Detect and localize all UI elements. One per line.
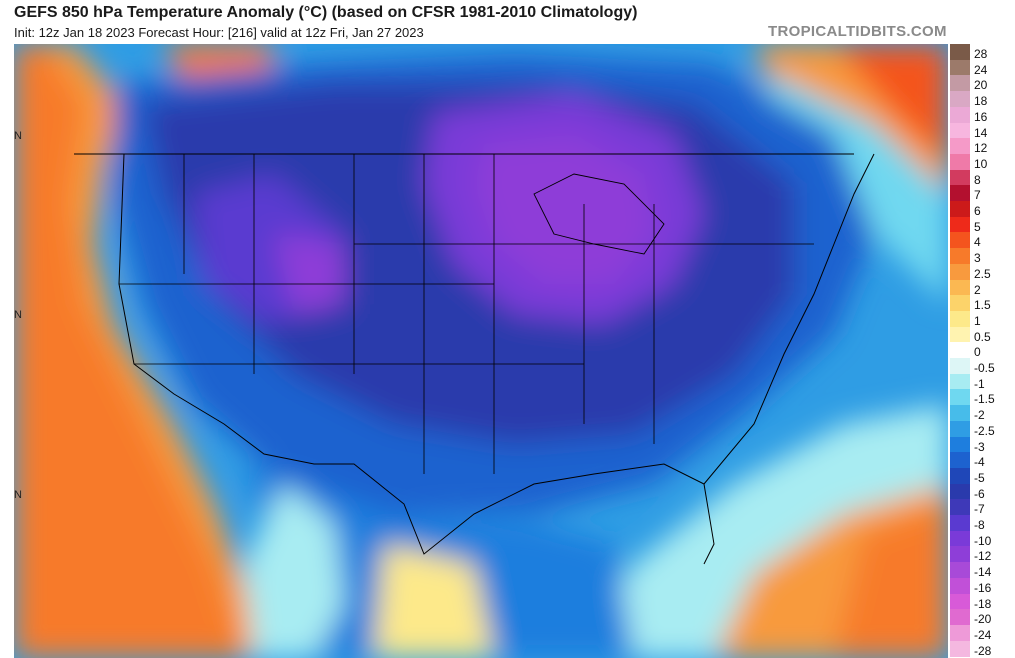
colorbar-tick-label: 28: [974, 47, 988, 61]
colorbar-segment: [950, 546, 970, 563]
colorbar-segment: [950, 248, 970, 265]
colorbar-segment: [950, 263, 970, 280]
us-outline: [118, 153, 715, 565]
colorbar-tick-label: -2: [974, 408, 985, 423]
colorbar-segment: [950, 483, 970, 500]
anomaly-map: N N N: [14, 44, 948, 658]
colorbar-tick-label: 1: [974, 313, 981, 328]
colorbar-segment: [950, 452, 970, 469]
colorbar-tick-label: -0.5: [974, 361, 995, 375]
colorbar-segment: [950, 609, 970, 626]
colorbar-tick-label: 2.5: [974, 266, 991, 281]
colorbar-tick-label: -24: [974, 627, 992, 642]
colorbar-segment: [950, 106, 970, 123]
colorbar-tick-label: 6: [974, 204, 981, 218]
colorbar-segment: [950, 624, 970, 642]
latitude-label: N: [14, 489, 22, 501]
colorbar-tick-label: 7: [974, 188, 981, 203]
map-subtitle: Init: 12z Jan 18 2023 Forecast Hour: [21…: [14, 25, 424, 40]
colorbar-tick-label: 4: [974, 235, 981, 250]
colorbar-segment: [950, 232, 970, 249]
colorbar-tick-label: -4: [974, 455, 985, 470]
colorbar-segment: [950, 436, 970, 453]
colorbar-segment: [950, 420, 970, 437]
colorbar-tick-label: -18: [974, 596, 992, 611]
colorbar-tick-label: 16: [974, 109, 988, 124]
colorbar-tick-label: 3: [974, 251, 981, 266]
colorbar-tick-label: 0.5: [974, 329, 991, 344]
east-coast: [703, 153, 875, 485]
colorbar-tick-label: 5: [974, 219, 981, 234]
colorbar-segment: [950, 279, 970, 296]
map-title: GEFS 850 hPa Temperature Anomaly (°C) (b…: [14, 4, 638, 21]
colorbar-tick-label: -10: [974, 533, 992, 548]
colorbar-segment: [950, 373, 970, 390]
colorbar-tick-label: -7: [974, 502, 985, 517]
colorbar-tick-label: 24: [974, 62, 988, 77]
colorbar-segment: [950, 138, 970, 155]
colorbar-segment: [950, 169, 970, 186]
colorbar-tick-label: 12: [974, 141, 988, 156]
colorbar-tick-label: 14: [974, 125, 988, 140]
colorbar-segment: [950, 295, 970, 312]
colorbar-tick-label: -12: [974, 549, 992, 564]
colorbar-tick-label: -14: [974, 565, 992, 580]
colorbar-tick-label: -1: [974, 376, 985, 391]
colorbar-tick-label: 1.5: [974, 298, 991, 313]
colorbar-segment: [950, 389, 970, 406]
colorbar: [950, 44, 970, 658]
colorbar-segment: [950, 593, 970, 610]
colorbar-tick-label: -6: [974, 486, 985, 501]
site-watermark: TROPICALTIDBITS.COM: [768, 23, 947, 40]
colorbar-tick-label: -8: [974, 518, 985, 532]
colorbar-tick-label: 0: [974, 345, 981, 360]
colorbar-tick-label: 8: [974, 172, 981, 187]
colorbar-tick-label: -5: [974, 470, 985, 485]
colorbar-segment: [950, 515, 970, 532]
colorbar-segment: [950, 467, 970, 485]
colorbar-tick-label: 2: [974, 282, 981, 297]
colorbar-segment: [950, 342, 970, 359]
colorbar-segment: [950, 122, 970, 139]
colorbar-segment: [950, 530, 970, 547]
colorbar-tick-label: 18: [974, 94, 988, 109]
colorbar-tick-label: -16: [974, 580, 992, 595]
colorbar-segment: [950, 91, 970, 108]
colorbar-segment: [950, 577, 970, 594]
colorbar-segment: [950, 75, 970, 92]
colorbar-tick-label: -2.5: [974, 423, 995, 438]
colorbar-tick-label: -3: [974, 439, 985, 454]
header: GEFS 850 hPa Temperature Anomaly (°C) (b…: [0, 0, 1015, 44]
colorbar-tick-label: -28: [974, 643, 992, 658]
colorbar-segment: [950, 201, 970, 218]
colorbar-segment: [950, 216, 970, 233]
colorbar-segment: [950, 405, 970, 422]
colorbar-segment: [950, 59, 970, 76]
colorbar-segment: [950, 358, 970, 375]
colorbar-segment: [950, 310, 970, 328]
colorbar-segment: [950, 326, 970, 343]
boundary-lines: [74, 153, 875, 565]
colorbar-segment: [950, 499, 970, 516]
latitude-label: N: [14, 309, 22, 321]
colorbar-segment: [950, 153, 970, 171]
colorbar-segment: [950, 44, 970, 61]
colorbar-segment: [950, 640, 970, 657]
colorbar-tick-label: 20: [974, 78, 988, 93]
latitude-label: N: [14, 130, 22, 142]
colorbar-segment: [950, 562, 970, 579]
colorbar-tick-label: -1.5: [974, 392, 995, 407]
colorbar-tick-label: -20: [974, 612, 992, 627]
colorbar-tick-label: 10: [974, 156, 988, 171]
colorbar-segment: [950, 185, 970, 202]
